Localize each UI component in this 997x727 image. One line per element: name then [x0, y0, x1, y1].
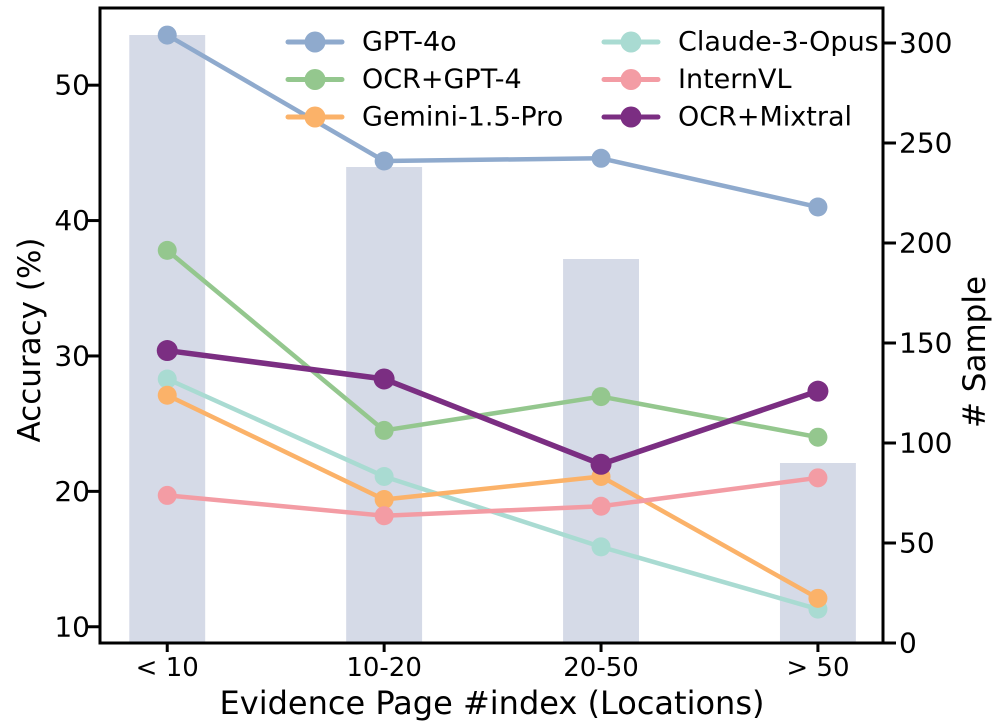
series-point	[808, 468, 828, 488]
series-line	[164, 392, 821, 601]
left-tick-label: 40	[54, 204, 90, 237]
right-tick-label: 0	[899, 627, 917, 660]
sample-bar	[129, 35, 206, 643]
series-line	[164, 248, 821, 440]
right-tick-label: 200	[899, 227, 952, 260]
series-point	[157, 385, 177, 405]
series-point	[807, 380, 829, 402]
series-point	[808, 197, 828, 217]
series-point	[157, 240, 177, 260]
legend-marker-dot	[304, 69, 326, 90]
series-line	[164, 32, 821, 210]
left-tick-label: 30	[54, 339, 90, 372]
legend-marker-dot	[620, 106, 642, 128]
series-point	[157, 369, 177, 389]
right-tick-label: 50	[899, 527, 935, 560]
legend-marker-dot	[620, 69, 642, 90]
left-tick-label: 50	[54, 69, 90, 102]
series-point	[157, 25, 177, 45]
legend-label: OCR+Mixtral	[678, 102, 852, 133]
series-point	[374, 489, 394, 509]
left-tick-label: 20	[54, 475, 90, 508]
series-point	[591, 148, 611, 168]
x-tick-label: > 50	[786, 653, 849, 683]
right-tick-label: 100	[899, 427, 952, 460]
left-tick-label: 10	[54, 610, 90, 643]
series-point	[590, 453, 612, 475]
legend-label: GPT-4o	[362, 27, 457, 58]
sample-bar	[563, 259, 639, 643]
series-point	[808, 588, 828, 608]
x-tick-label: < 10	[136, 653, 199, 683]
legend-label: InternVL	[678, 64, 792, 95]
plot-border	[98, 6, 885, 645]
right-tick-label: 250	[899, 127, 952, 160]
legend-label: Gemini-1.5-Pro	[362, 102, 563, 133]
series-point	[374, 151, 394, 171]
x-tick-label: 20-50	[563, 653, 639, 683]
sample-bar	[346, 167, 423, 643]
right-tick-label: 300	[899, 27, 952, 60]
series-point	[591, 387, 611, 407]
legend-marker-dot	[304, 31, 326, 53]
legend-label: OCR+GPT-4	[362, 64, 522, 95]
series-point	[374, 420, 394, 440]
series-point	[157, 485, 177, 505]
legend-marker-dot	[620, 31, 642, 53]
series-point	[374, 466, 394, 486]
x-tick-label: 10-20	[346, 653, 422, 683]
right-tick-label: 150	[899, 327, 952, 360]
series-point	[374, 506, 394, 526]
series-point	[373, 368, 395, 390]
series-line	[164, 347, 821, 468]
series-point	[808, 427, 828, 447]
series-point	[156, 340, 178, 362]
series-point	[591, 537, 611, 557]
series-line	[164, 475, 821, 518]
legend-label: Claude-3-Opus	[678, 27, 879, 58]
series-point	[591, 496, 611, 516]
legend-marker-dot	[304, 106, 326, 128]
